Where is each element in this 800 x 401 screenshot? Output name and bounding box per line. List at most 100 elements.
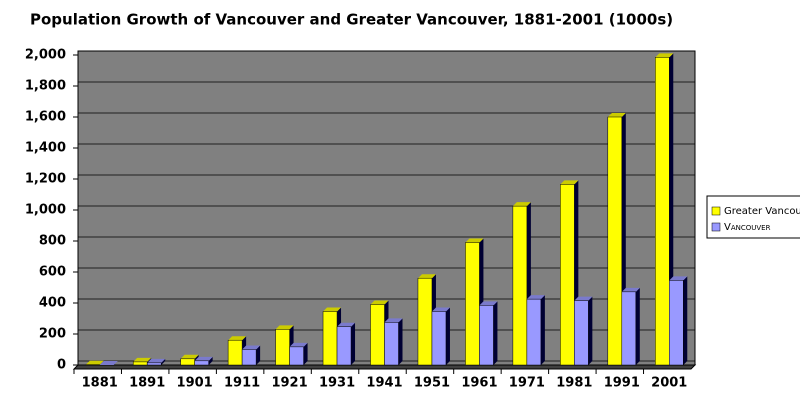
chart-title: Population Growth of Vancouver and Great… (30, 11, 673, 29)
bar-front (655, 57, 670, 366)
y-tick-label: 2,000 (25, 48, 66, 63)
y-tick-label: 1,600 (25, 110, 66, 125)
bar-side (161, 358, 166, 365)
legend-box (706, 195, 800, 239)
bar (194, 356, 213, 366)
y-tick-label: 1,200 (25, 172, 66, 187)
bar-top (133, 357, 152, 362)
x-tick-label: 1901 (177, 376, 213, 391)
bar (85, 360, 104, 366)
bar-side (208, 356, 213, 365)
x-tick-label: 1991 (604, 376, 640, 391)
bar-side (683, 276, 688, 365)
bar-front (275, 329, 290, 366)
bar-front (560, 184, 575, 366)
bar-top (431, 307, 450, 312)
bar-front (526, 298, 542, 366)
bar (99, 361, 118, 365)
bar (241, 345, 261, 366)
bar-side (588, 296, 593, 365)
y-tick-label: 1,400 (25, 141, 66, 156)
y-tick-label: 800 (39, 234, 66, 249)
x-tick-label: 1981 (556, 376, 592, 391)
bar-top (512, 202, 531, 207)
bar-side (493, 301, 498, 365)
bar-front (241, 349, 257, 366)
bar-front (465, 242, 480, 366)
legend-swatch (711, 206, 721, 216)
bar (431, 307, 450, 366)
bar-front (512, 205, 528, 366)
x-tick-label: 1911 (224, 376, 260, 391)
bar (465, 238, 484, 366)
bar-top (289, 342, 308, 347)
bar (146, 358, 166, 366)
x-tick-label: 1921 (271, 376, 307, 391)
bar-front (607, 116, 623, 366)
y-tick-label: 600 (39, 265, 66, 280)
bar-top (465, 238, 484, 243)
x-tick-label: 1891 (129, 376, 165, 391)
bar-front (417, 277, 433, 366)
bar-front (479, 305, 494, 366)
y-tick-label: 1,800 (25, 79, 66, 94)
bar (384, 318, 403, 366)
bar-top (180, 354, 199, 359)
bar-top (275, 325, 294, 330)
bar (621, 287, 640, 366)
bar-front (621, 291, 637, 366)
y-tick-label: 1,000 (25, 203, 66, 218)
bar-front (336, 326, 352, 366)
bar-top (337, 322, 356, 327)
bar (336, 322, 356, 366)
y-tick-label: 0 (57, 358, 66, 373)
bar-front (322, 311, 338, 366)
bar-side (303, 342, 308, 365)
bar-top (669, 276, 688, 281)
bar-top (228, 336, 247, 341)
legend-label: Vancouver (724, 222, 771, 233)
bar-top (574, 296, 593, 301)
bar (669, 276, 688, 366)
bar-top (99, 361, 118, 365)
bar-top (194, 356, 213, 361)
bar (289, 342, 308, 366)
bar-top (526, 295, 545, 300)
bar (479, 301, 498, 366)
x-tick-label: 1951 (414, 376, 450, 391)
bar (275, 325, 294, 366)
bar-front (370, 304, 385, 366)
x-tick-label: 1931 (319, 376, 355, 391)
bar-side (540, 295, 545, 365)
bar-front (669, 280, 684, 366)
y-tick-label: 200 (39, 327, 66, 342)
y-tick-label: 400 (39, 296, 66, 311)
bar-front (384, 322, 399, 366)
legend-label: Greater Vancouver (724, 206, 800, 217)
bar-top (607, 113, 626, 117)
plot-floor (72, 364, 697, 370)
bar-top (655, 53, 674, 58)
bar-side (351, 322, 356, 365)
bar-top (242, 345, 261, 350)
bar-top (417, 274, 436, 279)
bar-front (146, 362, 162, 366)
bar-front (194, 360, 209, 366)
bar-front (431, 311, 447, 366)
legend-swatch (711, 222, 721, 232)
bar-front (227, 339, 243, 366)
bar (574, 296, 593, 366)
bar-top (384, 318, 403, 323)
bar-front (180, 358, 195, 366)
bar-side (256, 345, 261, 365)
bar-top (370, 300, 389, 305)
x-tick-label: 1881 (82, 376, 118, 391)
bar-top (147, 358, 166, 363)
bar (526, 295, 545, 366)
bar-top (323, 307, 342, 312)
bar-side (445, 307, 450, 365)
x-tick-label: 1961 (461, 376, 497, 391)
bar-top (85, 360, 104, 365)
bar-front (289, 346, 304, 366)
